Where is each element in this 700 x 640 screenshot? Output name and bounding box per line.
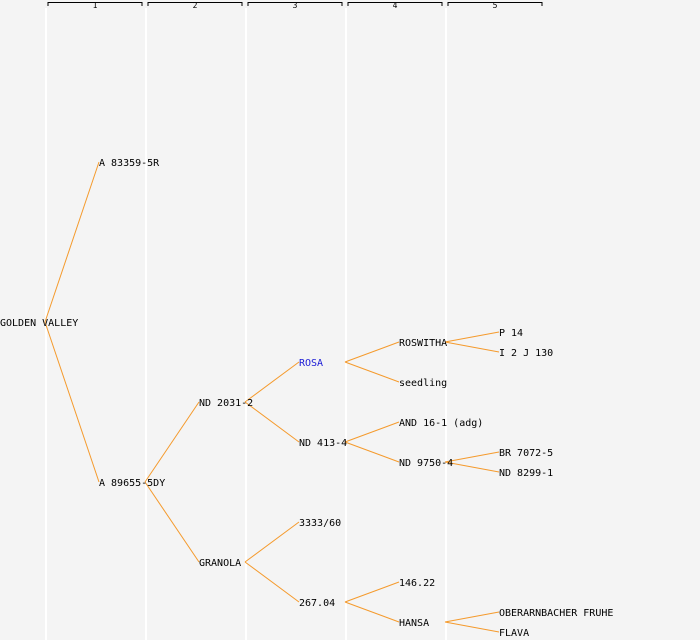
pedigree-edge (244, 521, 300, 563)
generation-number: 2 (193, 1, 198, 10)
pedigree-edge (44, 161, 100, 323)
pedigree-edge (44, 321, 100, 483)
pedigree-edge (444, 341, 500, 353)
generation-bracket (447, 2, 543, 6)
pedigree-edge (444, 621, 500, 633)
parent-variety-label[interactable]: FLAVA (499, 628, 529, 639)
parent-variety-label[interactable]: ND 9750-4 (399, 458, 453, 469)
generation-number: 3 (293, 1, 298, 10)
parent-variety-label[interactable]: I 2 J 130 (499, 348, 553, 359)
parent-variety-label[interactable]: ND 8299-1 (499, 468, 553, 479)
pedigree-edge (344, 601, 400, 623)
pedigree-edge (244, 361, 300, 403)
pedigree-edge (244, 561, 300, 603)
parent-variety-label[interactable]: ROSWITHA (399, 338, 447, 349)
parent-variety-label[interactable]: OBERARNBACHER FRUHE (499, 608, 613, 619)
generation-number: 1 (93, 1, 98, 10)
pedigree-edge (444, 611, 500, 623)
root-variety-label[interactable]: GOLDEN VALLEY (0, 318, 78, 329)
generation-bracket (347, 2, 443, 6)
generation-bracket (147, 2, 243, 6)
generation-headers: 1 2 3 4 5 (47, 1, 543, 10)
pedigree-labels: GOLDEN VALLEY A 83359-5R A 89655-5DY ND 203… (0, 158, 613, 639)
parent-variety-label[interactable]: GRANOLA (199, 558, 241, 569)
parent-variety-label[interactable]: HANSA (399, 618, 429, 629)
pedigree-edges (44, 161, 500, 633)
pedigree-edge (144, 401, 200, 483)
parent-variety-label[interactable]: 3333/60 (299, 518, 341, 529)
parent-variety-label[interactable]: BR 7072-5 (499, 448, 553, 459)
pedigree-edge (344, 581, 400, 603)
parent-variety-label[interactable]: 267.04 (299, 598, 335, 609)
parent-variety-label[interactable]: P 14 (499, 328, 523, 339)
parent-variety-label[interactable]: ROSA (299, 358, 323, 369)
parent-variety-label[interactable]: ND 413-4 (299, 438, 347, 449)
parent-variety-label[interactable]: A 83359-5R (99, 158, 160, 169)
generation-columns (45, 8, 447, 640)
parent-variety-label[interactable]: 146.22 (399, 578, 435, 589)
generation-number: 4 (393, 1, 398, 10)
generation-number: 5 (493, 1, 498, 10)
pedigree-edge (344, 441, 400, 463)
pedigree-edge (144, 481, 200, 563)
pedigree-edge (344, 361, 400, 383)
parent-variety-label[interactable]: AND 16-1 (adg) (399, 418, 483, 429)
generation-bracket (47, 2, 143, 6)
parent-variety-label[interactable]: ND 2031-2 (199, 398, 253, 409)
pedigree-edge (444, 331, 500, 343)
generation-bracket (247, 2, 343, 6)
pedigree-edge (444, 461, 500, 473)
pedigree-edge (244, 401, 300, 443)
pedigree-edge (444, 451, 500, 463)
pedigree-edge (344, 421, 400, 443)
parent-variety-label[interactable]: seedling (399, 378, 447, 389)
parent-variety-label[interactable]: A 89655-5DY (99, 478, 165, 489)
pedigree-edge (344, 341, 400, 363)
